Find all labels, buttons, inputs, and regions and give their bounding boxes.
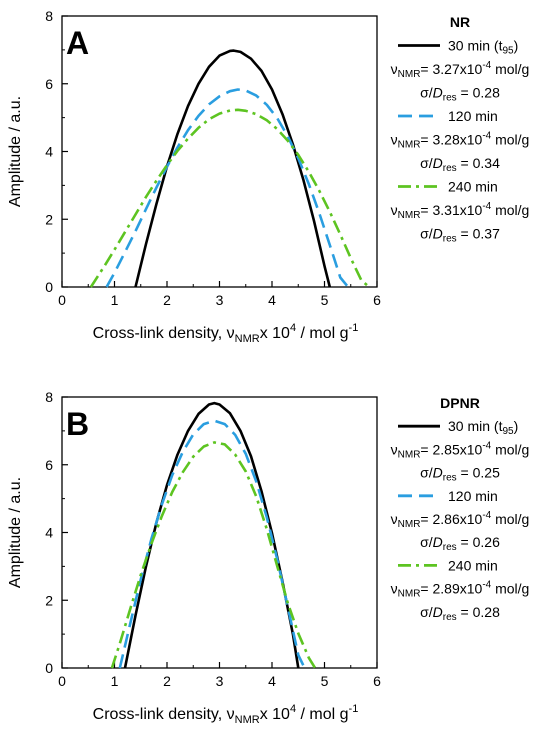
legend-nmr-3: νNMR= 3.31x10-4 mol/g [391, 201, 530, 221]
x-tick-label: 4 [268, 292, 276, 308]
legend-sigma-1: σ/Dres = 0.25 [420, 465, 500, 484]
legend-label-3: 240 min [448, 557, 498, 573]
x-axis-label: Cross-link density, νNMRx 104 / mol g-1 [93, 322, 359, 345]
legend-title: NR [450, 14, 470, 30]
series-line-3 [89, 108, 370, 288]
legend-nmr-3: νNMR= 2.89x10-4 mol/g [391, 580, 530, 600]
y-tick-label: 2 [45, 592, 53, 608]
series-line-3 [110, 441, 317, 669]
legend: NR 30 min (t95) νNMR= 3.27x10-4 mol/g σ/Dre… [391, 14, 530, 245]
legend: DPNR 30 min (t95) νNMR= 2.85x10-4 mol/g σ/D… [391, 395, 530, 623]
legend-label-2: 120 min [448, 488, 498, 504]
x-tick-label: 6 [373, 673, 381, 689]
x-tick-label: 5 [321, 673, 329, 689]
y-tick-label: 8 [45, 8, 53, 24]
x-tick-label: 6 [373, 292, 381, 308]
y-tick-label: 2 [45, 211, 53, 227]
y-tick-label: 8 [45, 389, 53, 405]
legend-nmr-1: νNMR= 2.85x10-4 mol/g [391, 440, 530, 460]
legend-sigma-2: σ/Dres = 0.26 [420, 534, 500, 553]
y-tick-label: 0 [45, 279, 53, 295]
legend-title: DPNR [440, 395, 480, 411]
series-line-1 [134, 49, 332, 288]
x-tick-label: 2 [163, 292, 171, 308]
panel-label: A [66, 25, 89, 61]
chart-panel-a: 0 1 2 3 4 5 6 0 2 4 6 8 Amplitude / a.u. Cross-link d… [7, 8, 381, 345]
y-tick-label: 4 [45, 144, 53, 160]
y-tick-label: 6 [45, 457, 53, 473]
x-axis-label: Cross-link density, νNMRx 104 / mol g-1 [93, 703, 359, 726]
chart-panel-b: 0 1 2 3 4 5 6 0 2 4 6 8 Amplitude / a.u. Cross-link d… [7, 389, 381, 726]
y-tick-label: 0 [45, 660, 53, 676]
legend-sigma-2: σ/Dres = 0.34 [420, 155, 500, 174]
legend-nmr-1: νNMR= 3.27x10-4 mol/g [391, 60, 530, 80]
series-line-2 [105, 88, 350, 288]
legend-sigma-3: σ/Dres = 0.28 [420, 604, 500, 623]
legend-sigma-1: σ/Dres = 0.28 [420, 85, 500, 104]
legend-label-1: 30 min (t95) [448, 418, 518, 437]
legend-nmr-2: νNMR= 3.28x10-4 mol/g [391, 131, 530, 151]
legend-nmr-2: νNMR= 2.86x10-4 mol/g [391, 510, 530, 530]
series-line-2 [118, 419, 306, 669]
legend-label-3: 240 min [448, 179, 498, 195]
plot-frame [61, 396, 378, 669]
y-tick-label: 4 [45, 525, 53, 541]
x-tick-label: 0 [58, 292, 66, 308]
legend-label-2: 120 min [448, 108, 498, 124]
panel-label: B [66, 406, 89, 442]
x-tick-label: 3 [216, 673, 224, 689]
legend-label-1: 30 min (t95) [448, 38, 518, 57]
y-axis-label: Amplitude / a.u. [7, 96, 24, 207]
x-tick-label: 0 [58, 673, 66, 689]
x-tick-label: 1 [111, 292, 119, 308]
y-axis-label: Amplitude / a.u. [7, 477, 24, 588]
x-tick-label: 2 [163, 673, 171, 689]
x-tick-label: 4 [268, 673, 276, 689]
x-tick-label: 1 [111, 673, 119, 689]
x-tick-label: 3 [216, 292, 224, 308]
y-tick-label: 6 [45, 76, 53, 92]
x-tick-label: 5 [321, 292, 329, 308]
legend-sigma-3: σ/Dres = 0.37 [420, 226, 500, 245]
